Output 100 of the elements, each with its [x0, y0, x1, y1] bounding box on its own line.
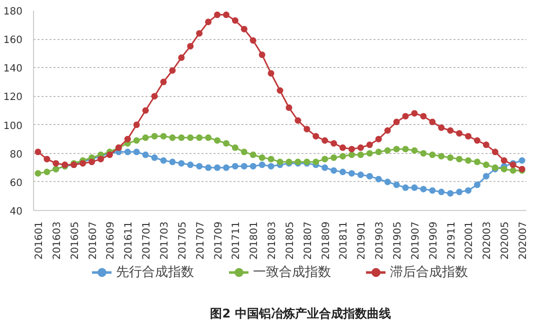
point: [34, 148, 42, 156]
point: [500, 157, 508, 164]
point: [268, 162, 274, 170]
point: [464, 132, 472, 140]
x-tick-label: 202003: [482, 221, 494, 260]
x-tick-label: 201705: [177, 221, 188, 260]
point: [438, 188, 445, 196]
point: [205, 164, 212, 171]
point: [169, 67, 176, 74]
x-tick-label: 201703: [159, 221, 170, 260]
point: [276, 158, 284, 166]
point: [510, 167, 516, 174]
point: [357, 144, 364, 151]
point: [222, 12, 230, 18]
x-tick-label: 201607: [88, 221, 99, 260]
x-tick-label: 201901: [356, 221, 368, 260]
point: [330, 140, 338, 147]
point: [429, 152, 436, 158]
point: [124, 136, 131, 142]
point: [322, 156, 328, 162]
y-tick-label: 160: [3, 35, 23, 46]
point: [250, 37, 256, 44]
y-tick-label: 180: [3, 6, 23, 18]
point: [474, 158, 480, 166]
point: [366, 172, 373, 180]
point: [429, 118, 436, 126]
point: [258, 154, 266, 161]
point: [384, 147, 391, 154]
point: [133, 122, 140, 128]
point: [250, 152, 256, 158]
point: [97, 156, 104, 162]
point: [205, 18, 212, 26]
point: [482, 142, 490, 148]
point: [330, 167, 338, 174]
x-tick-label: 201811: [338, 221, 350, 260]
point: [447, 154, 454, 161]
point: [232, 162, 238, 170]
x-tick-label: 201911: [446, 221, 458, 260]
point: [88, 158, 96, 166]
point: [160, 78, 167, 86]
point: [133, 137, 140, 144]
x-tick-label: 201905: [392, 221, 404, 260]
point: [222, 140, 230, 147]
point: [402, 112, 409, 120]
point: [294, 117, 302, 124]
point: [375, 136, 382, 142]
y-tick-label: 140: [3, 64, 23, 75]
point: [375, 148, 382, 156]
point: [196, 162, 203, 170]
legend-label: 一致合成指数: [253, 264, 331, 281]
x-tick-label: 201601: [34, 221, 45, 260]
point: [34, 170, 42, 177]
y-tick-label: 120: [3, 92, 23, 104]
point: [384, 178, 391, 186]
point: [402, 184, 409, 191]
x-tick-label: 201709: [213, 221, 224, 260]
point: [187, 134, 194, 141]
point: [384, 127, 391, 134]
point: [52, 160, 60, 167]
point: [214, 137, 221, 144]
point: [348, 146, 355, 152]
point: [142, 107, 149, 114]
x-tick-label: 202001: [464, 221, 476, 260]
point: [474, 137, 480, 144]
point: [196, 30, 203, 37]
y-tick-label: 80: [10, 149, 23, 160]
point: [464, 157, 472, 164]
point: [160, 132, 167, 140]
point: [160, 157, 167, 164]
point: [482, 172, 490, 180]
point: [456, 188, 463, 196]
x-tick-label: 201803: [267, 221, 278, 260]
point: [214, 164, 221, 171]
point: [411, 110, 418, 117]
y-tick-label: 40: [10, 206, 23, 218]
point: [447, 127, 454, 134]
point: [456, 130, 463, 137]
point: [258, 162, 266, 168]
x-tick-label: 201707: [195, 221, 206, 260]
point: [151, 92, 158, 100]
x-tick-label: 201609: [106, 221, 117, 260]
point: [178, 160, 185, 167]
point: [286, 104, 292, 111]
point: [322, 137, 328, 144]
point: [366, 150, 373, 157]
point: [312, 158, 320, 166]
x-tick-label: 201603: [52, 221, 63, 260]
point: [304, 126, 310, 132]
point: [464, 187, 472, 194]
point: [44, 168, 50, 176]
point: [142, 152, 149, 158]
point: [402, 146, 409, 152]
y-tick-label: 60: [10, 178, 23, 189]
point: [348, 152, 355, 158]
point: [178, 54, 185, 61]
point: [393, 118, 400, 126]
point: [124, 148, 131, 156]
point: [348, 170, 355, 177]
point: [456, 156, 463, 162]
point: [420, 150, 427, 157]
